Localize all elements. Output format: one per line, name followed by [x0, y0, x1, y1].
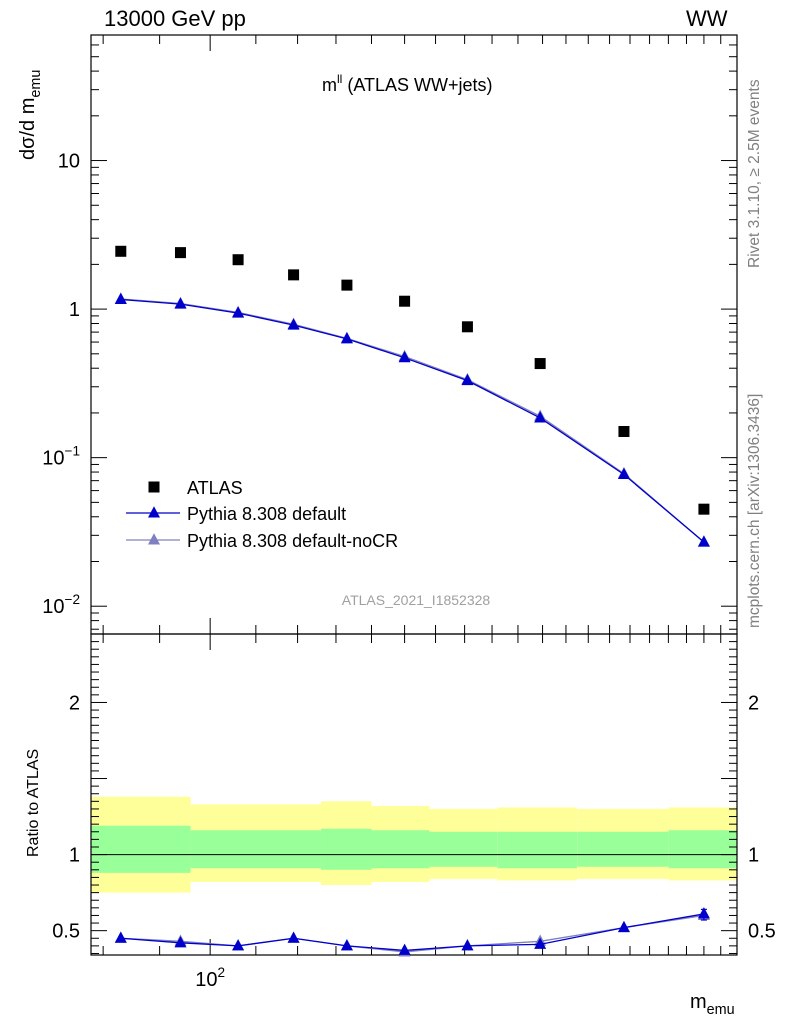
series-default-point	[287, 318, 300, 330]
series-default-point	[461, 373, 474, 386]
legend-pythia-default: Pythia 8.308 default	[187, 504, 346, 524]
ratio-band-green	[668, 830, 737, 869]
ratio-y-tick-label: 0.5	[52, 921, 80, 943]
series-default-point	[534, 411, 547, 423]
ratio-y-tick-label: 2	[69, 692, 80, 714]
ratio-y-tick-label: 1	[69, 845, 80, 867]
ratio-band-green	[264, 830, 321, 869]
x-tick-label: 102	[195, 965, 225, 991]
y-tick-label: 10	[58, 151, 80, 173]
series-default-point	[617, 467, 630, 480]
atlas-data-point	[534, 358, 546, 370]
ratio-frame	[90, 633, 738, 956]
atlas-data-point	[174, 247, 186, 259]
atlas-data-point	[461, 321, 473, 333]
series-default-point	[232, 306, 245, 318]
ratio-default-point	[174, 936, 187, 948]
ratio-y-tick-label-right: 0.5	[748, 921, 776, 943]
ratio-band-green	[190, 830, 265, 869]
series-default-point	[340, 332, 353, 344]
series-default-point	[398, 351, 411, 363]
legend-atlas-marker	[148, 481, 160, 493]
process-label: WW	[686, 6, 728, 31]
x-axis-label: memu	[690, 991, 735, 1018]
ratio-default-point	[398, 943, 411, 955]
series-default-point	[697, 535, 710, 547]
atlas-data-point	[618, 425, 630, 437]
atlas-data-point	[341, 279, 353, 291]
ratio-band-green	[371, 830, 430, 869]
ratio-band-green	[91, 825, 191, 873]
y-tick-label: 10−2	[42, 592, 80, 618]
ratio-default-line	[120, 913, 705, 952]
series-default-point	[114, 292, 127, 305]
ratio-y-axis-label: Ratio to ATLAS	[25, 749, 42, 857]
ratio-y-tick-label-right: 2	[748, 692, 759, 714]
legend-pythia-nocr: Pythia 8.308 default-noCR	[187, 531, 398, 551]
analysis-tag: ATLAS_2021_I1852328	[342, 592, 491, 608]
ratio-default-point	[232, 939, 245, 951]
atlas-data-point	[399, 295, 411, 307]
y-axis-label: dσ/d memu	[17, 70, 44, 160]
atlas-data-point	[698, 503, 710, 515]
ratio-band-green	[429, 831, 498, 867]
ratio-nocr-line	[120, 914, 705, 953]
ratio-band-green	[320, 828, 372, 870]
legend-atlas: ATLAS	[187, 478, 243, 498]
series-default-line	[120, 298, 705, 543]
ratio-default-point	[534, 937, 547, 949]
ratio-band-green	[577, 831, 669, 867]
series-default-point	[174, 297, 187, 309]
ratio-default-point	[617, 920, 630, 933]
ratio-default-point	[340, 939, 353, 951]
ratio-default-point	[287, 931, 300, 943]
ratio-default-point	[461, 939, 474, 951]
y-tick-label: 1	[69, 299, 80, 321]
ratio-band-green	[497, 831, 578, 869]
chart-title: mll (ATLAS WW+jets)	[322, 72, 493, 95]
atlas-data-point	[288, 269, 300, 281]
beam-label: 13000 GeV pp	[104, 6, 246, 31]
legend-marker	[148, 506, 160, 518]
atlas-data-point	[232, 254, 244, 266]
y-tick-label: 10−1	[42, 444, 80, 470]
ratio-y-tick-label-right: 1	[748, 845, 759, 867]
legend-marker	[148, 533, 160, 545]
atlas-data-point	[115, 245, 127, 257]
ratio-default-point	[114, 931, 127, 943]
